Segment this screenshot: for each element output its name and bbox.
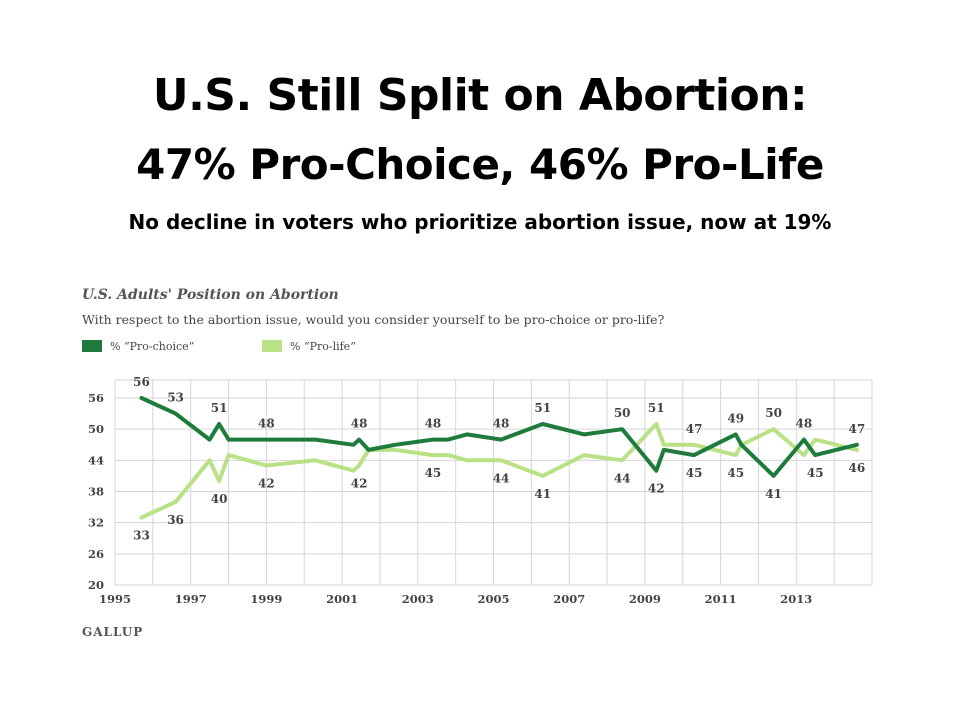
data-label: 49 [727, 411, 744, 425]
series-lines [139, 396, 859, 520]
pro-choice-line [139, 396, 859, 478]
x-tick-label: 2001 [326, 592, 358, 606]
data-label: 45 [727, 466, 744, 480]
data-label: 40 [211, 492, 228, 506]
data-label: 51 [534, 401, 551, 415]
legend-label-pro-life: % “Pro-life” [290, 340, 356, 353]
legend: % “Pro-choice” % “Pro-life” [82, 340, 356, 353]
x-tick-label: 1995 [99, 592, 131, 606]
slide-subtitle: No decline in voters who prioritize abor… [128, 210, 832, 234]
y-tick-label: 32 [88, 516, 104, 530]
data-label: 44 [493, 471, 510, 485]
data-label: 46 [849, 461, 866, 475]
data-label: 48 [493, 417, 510, 431]
legend-swatch-pro-choice [82, 340, 102, 352]
pro-life-line [139, 422, 859, 520]
data-label: 33 [133, 528, 150, 542]
data-label: 48 [258, 417, 275, 431]
data-label: 48 [351, 417, 368, 431]
slide-title-line-2: 47% Pro-Choice, 46% Pro-Life [136, 140, 824, 189]
y-tick-label: 20 [88, 578, 104, 592]
data-label: 42 [258, 477, 275, 491]
data-label: 45 [686, 466, 703, 480]
x-tick-label: 2013 [780, 592, 812, 606]
data-label: 41 [765, 487, 782, 501]
x-tick-label: 2011 [705, 592, 737, 606]
data-label: 51 [211, 401, 228, 415]
data-label: 47 [686, 422, 703, 436]
chart-subtitle: With respect to the abortion issue, woul… [82, 312, 665, 327]
data-label: 42 [648, 482, 665, 496]
data-label: 41 [534, 487, 551, 501]
x-tick-label: 2009 [629, 592, 661, 606]
data-label: 42 [351, 477, 368, 491]
data-label: 53 [167, 391, 184, 405]
axis-ticks: 1995 1997 1999 2001 2003 2005 2007 2009 2011 2013… [88, 391, 812, 606]
x-tick-label: 1999 [250, 592, 282, 606]
y-tick-label: 50 [88, 422, 104, 436]
chart-header: U.S. Adults' Position on Abortion With r… [82, 287, 665, 327]
data-label: 45 [807, 466, 824, 480]
x-tick-label: 2007 [553, 592, 585, 606]
x-tick-label: 2003 [402, 592, 434, 606]
legend-swatch-pro-life [262, 340, 282, 352]
legend-label-pro-choice: % “Pro-choice” [110, 340, 194, 353]
data-label: 48 [425, 417, 442, 431]
data-label: 51 [648, 401, 665, 415]
data-label: 50 [765, 406, 782, 420]
data-label: 50 [614, 406, 631, 420]
data-label: 48 [796, 417, 813, 431]
data-labels: 56 53 51 48 48 48 48 51 50 51 47 49 50 48 47 33 36 40 42 42… [133, 375, 865, 542]
chart-title: U.S. Adults' Position on Abortion [82, 287, 339, 303]
data-label: 44 [614, 471, 631, 485]
y-tick-label: 56 [88, 391, 104, 405]
gallup-logo: GALLUP [82, 625, 143, 639]
y-tick-label: 26 [88, 547, 104, 561]
y-tick-label: 38 [88, 485, 104, 499]
data-label: 45 [425, 466, 442, 480]
data-label: 36 [167, 513, 184, 527]
x-tick-label: 1997 [175, 592, 207, 606]
data-label: 47 [849, 422, 866, 436]
y-tick-label: 44 [88, 453, 104, 467]
x-tick-label: 2005 [477, 592, 509, 606]
data-label: 56 [133, 375, 150, 389]
slide-title-line-1: U.S. Still Split on Abortion: [152, 70, 808, 121]
